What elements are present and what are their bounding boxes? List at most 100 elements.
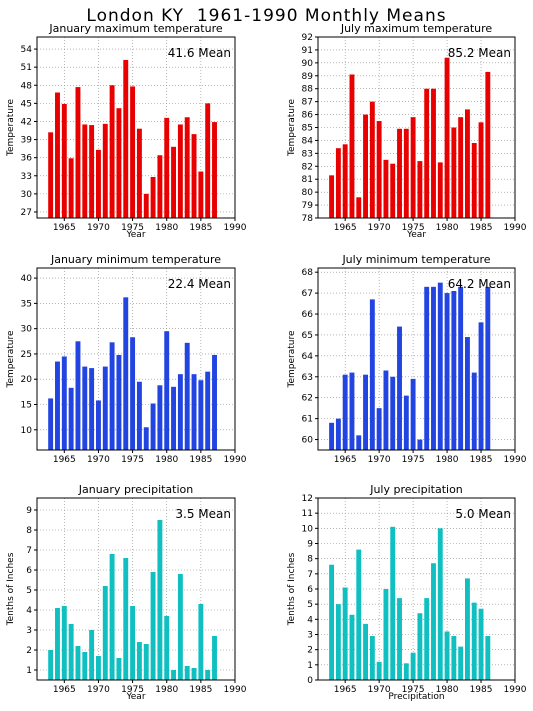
bar <box>410 652 416 680</box>
x-tick-label: 1965 <box>334 455 357 465</box>
x-axis-label: Year <box>406 230 426 240</box>
mean-label: 3.5 Mean <box>175 507 231 521</box>
bar <box>383 159 389 218</box>
y-tick-label: 51 <box>21 63 32 73</box>
bar <box>61 606 67 680</box>
y-tick-label: 81 <box>302 175 313 185</box>
bar <box>342 374 348 450</box>
y-tick-label: 3 <box>26 626 32 636</box>
bar <box>184 117 190 218</box>
bar <box>68 624 74 680</box>
bar <box>376 408 382 450</box>
bar <box>437 162 443 218</box>
y-tick-label: 45 <box>21 99 32 109</box>
bar <box>376 121 382 218</box>
y-tick-label: 40 <box>21 274 33 284</box>
mean-label: 64.2 Mean <box>448 277 511 291</box>
x-tick-label: 1985 <box>189 455 212 465</box>
x-tick-label: 1990 <box>224 455 247 465</box>
y-tick-label: 82 <box>302 162 313 172</box>
bar <box>212 636 217 680</box>
bar <box>390 163 396 218</box>
y-axis-label: Temperature <box>287 330 297 388</box>
page-title: London KY 1961-1990 Monthly Means <box>86 6 447 26</box>
bar <box>191 134 197 218</box>
y-tick-label: 54 <box>21 45 33 55</box>
bar <box>424 88 430 218</box>
y-tick-label: 2 <box>26 646 32 656</box>
plot-frame <box>36 267 236 451</box>
bar <box>335 418 341 450</box>
bar <box>349 74 355 218</box>
bar <box>431 88 436 218</box>
y-tick-label: 11 <box>302 509 313 519</box>
bar <box>335 604 341 680</box>
bar <box>143 193 149 218</box>
y-tick-label: 86 <box>302 111 314 121</box>
x-tick-label: 1980 <box>436 223 459 233</box>
y-axis-label: Tenths of Inches <box>6 552 16 626</box>
y-tick-label: 79 <box>302 201 314 211</box>
y-tick-label: 68 <box>302 268 314 278</box>
bar <box>356 549 362 680</box>
bar <box>75 87 81 219</box>
bar <box>465 109 470 218</box>
bar <box>397 128 402 218</box>
bar <box>444 293 450 450</box>
bar <box>369 101 375 218</box>
x-tick-label: 1990 <box>504 455 527 465</box>
bar <box>48 650 54 680</box>
x-tick-label: 1985 <box>189 223 212 233</box>
y-tick-label: 87 <box>302 98 313 108</box>
bar <box>75 341 81 450</box>
x-tick-label: 1980 <box>155 223 178 233</box>
x-tick-label: 1980 <box>155 685 178 695</box>
bar <box>171 386 177 450</box>
bar <box>116 108 122 218</box>
x-tick-label: 1975 <box>121 685 144 695</box>
x-tick-label: 1985 <box>470 455 493 465</box>
bar <box>417 613 423 680</box>
bar <box>75 646 81 680</box>
y-tick-label: 8 <box>307 555 313 565</box>
bar <box>150 572 156 680</box>
x-tick-label: 1975 <box>402 455 425 465</box>
y-tick-label: 64 <box>302 352 314 362</box>
y-tick-label: 5 <box>26 586 32 596</box>
y-tick-label: 6 <box>307 585 313 595</box>
bar <box>89 368 95 450</box>
bar <box>89 125 95 218</box>
y-tick-label: 62 <box>302 394 313 404</box>
bar <box>123 297 129 450</box>
y-tick-label: 84 <box>302 136 314 146</box>
bar <box>478 608 484 680</box>
y-tick-label: 25 <box>21 350 32 360</box>
bar <box>177 374 183 450</box>
chart-title: July maximum temperature <box>340 22 493 35</box>
x-tick-label: 1985 <box>470 685 493 695</box>
bar <box>390 376 396 450</box>
y-tick-label: 8 <box>26 526 32 536</box>
bar <box>184 666 190 680</box>
x-tick-label: 1970 <box>368 223 391 233</box>
x-tick-label: 1975 <box>402 685 425 695</box>
y-tick-label: 80 <box>302 188 314 198</box>
chart-title: January precipitation <box>78 483 194 496</box>
bar <box>191 374 197 450</box>
x-tick-label: 1985 <box>470 223 493 233</box>
bar <box>102 366 108 450</box>
bar <box>198 380 204 450</box>
bar <box>109 85 115 219</box>
bar <box>342 144 348 218</box>
bar <box>68 158 74 218</box>
bar <box>329 175 335 218</box>
bar <box>116 354 122 450</box>
bar <box>164 117 170 218</box>
y-tick-label: 30 <box>21 190 33 200</box>
bar <box>478 322 484 450</box>
mean-label: 5.0 Mean <box>455 507 511 521</box>
bar <box>485 636 491 680</box>
bar <box>458 286 464 450</box>
bar <box>410 378 416 450</box>
y-tick-label: 91 <box>302 46 313 56</box>
